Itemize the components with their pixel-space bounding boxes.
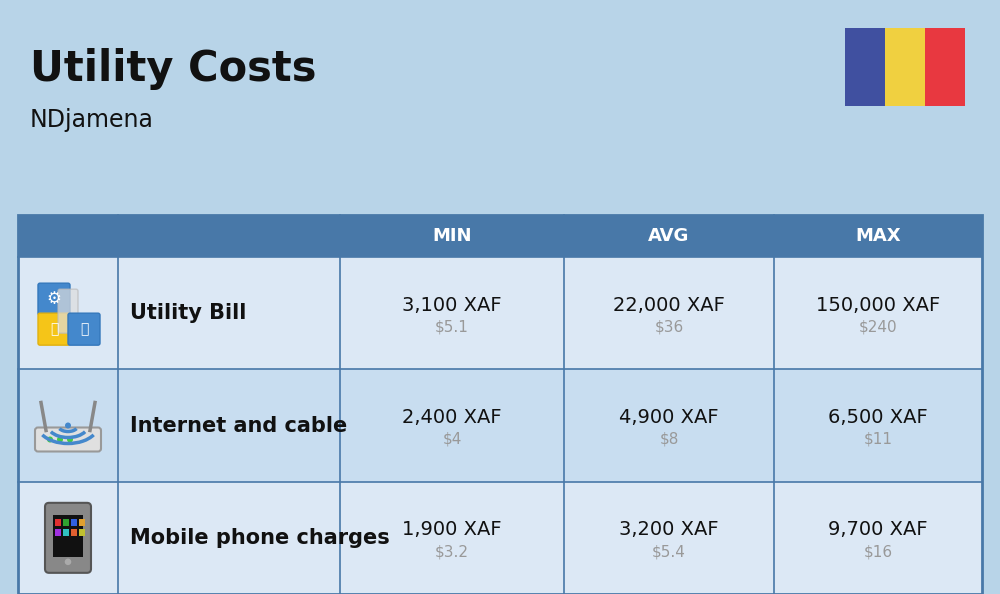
Text: Mobile phone charges: Mobile phone charges: [130, 528, 390, 548]
Text: 9,700 XAF: 9,700 XAF: [828, 520, 928, 539]
Text: 💧: 💧: [80, 322, 88, 336]
Bar: [63, 519, 69, 526]
Bar: [79, 519, 85, 526]
Text: 2,400 XAF: 2,400 XAF: [402, 408, 502, 427]
Text: $36: $36: [654, 320, 684, 334]
Bar: [55, 529, 61, 536]
FancyBboxPatch shape: [68, 313, 100, 345]
FancyBboxPatch shape: [45, 503, 91, 573]
Text: 6,500 XAF: 6,500 XAF: [828, 408, 928, 427]
Bar: [79, 529, 85, 536]
Text: ⚙: ⚙: [47, 290, 61, 308]
Text: 1,900 XAF: 1,900 XAF: [402, 520, 502, 539]
Text: AVG: AVG: [648, 227, 690, 245]
Circle shape: [57, 437, 63, 443]
FancyBboxPatch shape: [35, 428, 101, 451]
Bar: [18, 482, 982, 594]
Text: $4: $4: [442, 432, 462, 447]
Text: NDjamena: NDjamena: [30, 108, 154, 132]
Text: $3.2: $3.2: [435, 544, 469, 560]
Bar: [63, 529, 69, 536]
Text: $5.1: $5.1: [435, 320, 469, 334]
Text: Internet and cable: Internet and cable: [130, 415, 347, 435]
Bar: [18, 257, 982, 369]
Bar: [71, 519, 77, 526]
Bar: [18, 369, 982, 482]
Text: $16: $16: [863, 544, 893, 560]
Text: 4,900 XAF: 4,900 XAF: [619, 408, 719, 427]
Bar: [71, 529, 77, 536]
Text: $240: $240: [859, 320, 897, 334]
Bar: [55, 519, 61, 526]
Text: 150,000 XAF: 150,000 XAF: [816, 296, 940, 315]
Text: 3,200 XAF: 3,200 XAF: [619, 520, 719, 539]
Bar: [885, 28, 925, 106]
FancyBboxPatch shape: [38, 283, 70, 315]
Text: 🔌: 🔌: [50, 322, 58, 336]
Circle shape: [47, 437, 53, 443]
Circle shape: [65, 422, 71, 428]
Text: $5.4: $5.4: [652, 544, 686, 560]
Bar: [845, 28, 885, 106]
Text: $11: $11: [864, 432, 893, 447]
Text: Utility Costs: Utility Costs: [30, 48, 316, 90]
Text: 22,000 XAF: 22,000 XAF: [613, 296, 725, 315]
Bar: [18, 215, 982, 594]
Text: MAX: MAX: [855, 227, 901, 245]
Circle shape: [64, 558, 72, 566]
FancyBboxPatch shape: [58, 289, 78, 333]
FancyBboxPatch shape: [38, 313, 70, 345]
Bar: [18, 215, 982, 257]
Circle shape: [67, 437, 73, 443]
Text: MIN: MIN: [432, 227, 472, 245]
Text: $8: $8: [659, 432, 679, 447]
Bar: [53, 515, 83, 557]
Text: 3,100 XAF: 3,100 XAF: [402, 296, 502, 315]
Bar: [925, 28, 965, 106]
Text: Utility Bill: Utility Bill: [130, 303, 246, 323]
